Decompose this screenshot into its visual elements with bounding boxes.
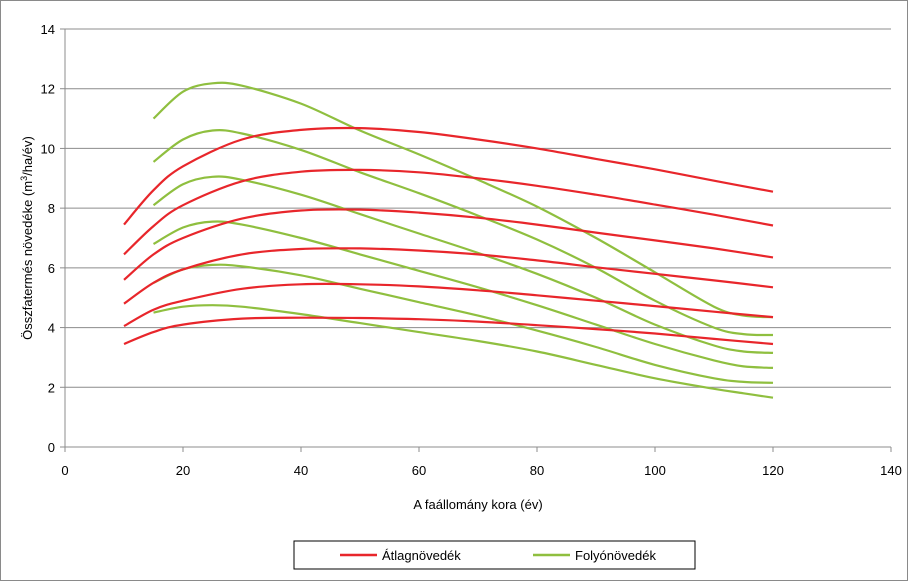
series-line-atlagnovedek-3 xyxy=(123,247,774,305)
y-axis-title-main: Összfatermés növedéke (m xyxy=(20,181,35,340)
y-axis-title-sup: 3 xyxy=(19,176,29,181)
gridlines xyxy=(65,28,891,388)
x-tick-label: 120 xyxy=(762,463,784,478)
y-tick-label: 14 xyxy=(41,22,55,37)
x-axis-title: A faállomány kora (év) xyxy=(413,497,542,512)
x-tick-labels: 0 20 40 60 80 100 120 140 xyxy=(61,463,901,478)
x-tick-label: 100 xyxy=(644,463,666,478)
y-axis-title: Összfatermés növedéke (m3/ha/év) xyxy=(19,136,35,340)
y-tick-labels: 0 2 4 6 8 10 12 14 xyxy=(41,22,55,455)
y-axis-title-tail: /ha/év) xyxy=(20,136,35,176)
series-line-folyonovedek-1 xyxy=(153,304,774,399)
series-line-atlagnovedek-6 xyxy=(123,126,774,226)
series-line-folyonovedek-2 xyxy=(153,263,774,384)
y-tick-label: 2 xyxy=(48,380,55,395)
x-tick-label: 20 xyxy=(176,463,190,478)
y-tick-label: 0 xyxy=(48,440,55,455)
legend-label-atlag: Átlagnövedék xyxy=(382,548,461,563)
series-line-folyonovedek-5 xyxy=(152,128,774,337)
y-tick-label: 12 xyxy=(41,82,55,97)
series-lines xyxy=(123,81,774,399)
series-line-atlagnovedek-4 xyxy=(123,208,774,281)
x-tick-label: 140 xyxy=(880,463,902,478)
x-tick-label: 40 xyxy=(294,463,308,478)
series-line-folyonovedek-4 xyxy=(152,175,774,354)
y-tick-label: 4 xyxy=(48,321,55,336)
x-tick-label: 80 xyxy=(530,463,544,478)
x-tick-label: 60 xyxy=(412,463,426,478)
series-line-atlagnovedek-5 xyxy=(123,168,774,256)
legend-label-folyo: Folyónövedék xyxy=(575,548,656,563)
axes xyxy=(60,28,892,452)
y-tick-label: 10 xyxy=(41,141,55,156)
series-line-atlagnovedek-2 xyxy=(123,282,774,328)
series-line-folyonovedek-6 xyxy=(152,81,774,319)
legend: Átlagnövedék Folyónövedék xyxy=(293,540,696,570)
series-line-folyonovedek-3 xyxy=(152,220,774,369)
y-tick-label: 8 xyxy=(48,201,55,216)
x-tick-label: 0 xyxy=(61,463,68,478)
series-line-atlagnovedek-1 xyxy=(123,316,774,346)
y-tick-label: 6 xyxy=(48,261,55,276)
